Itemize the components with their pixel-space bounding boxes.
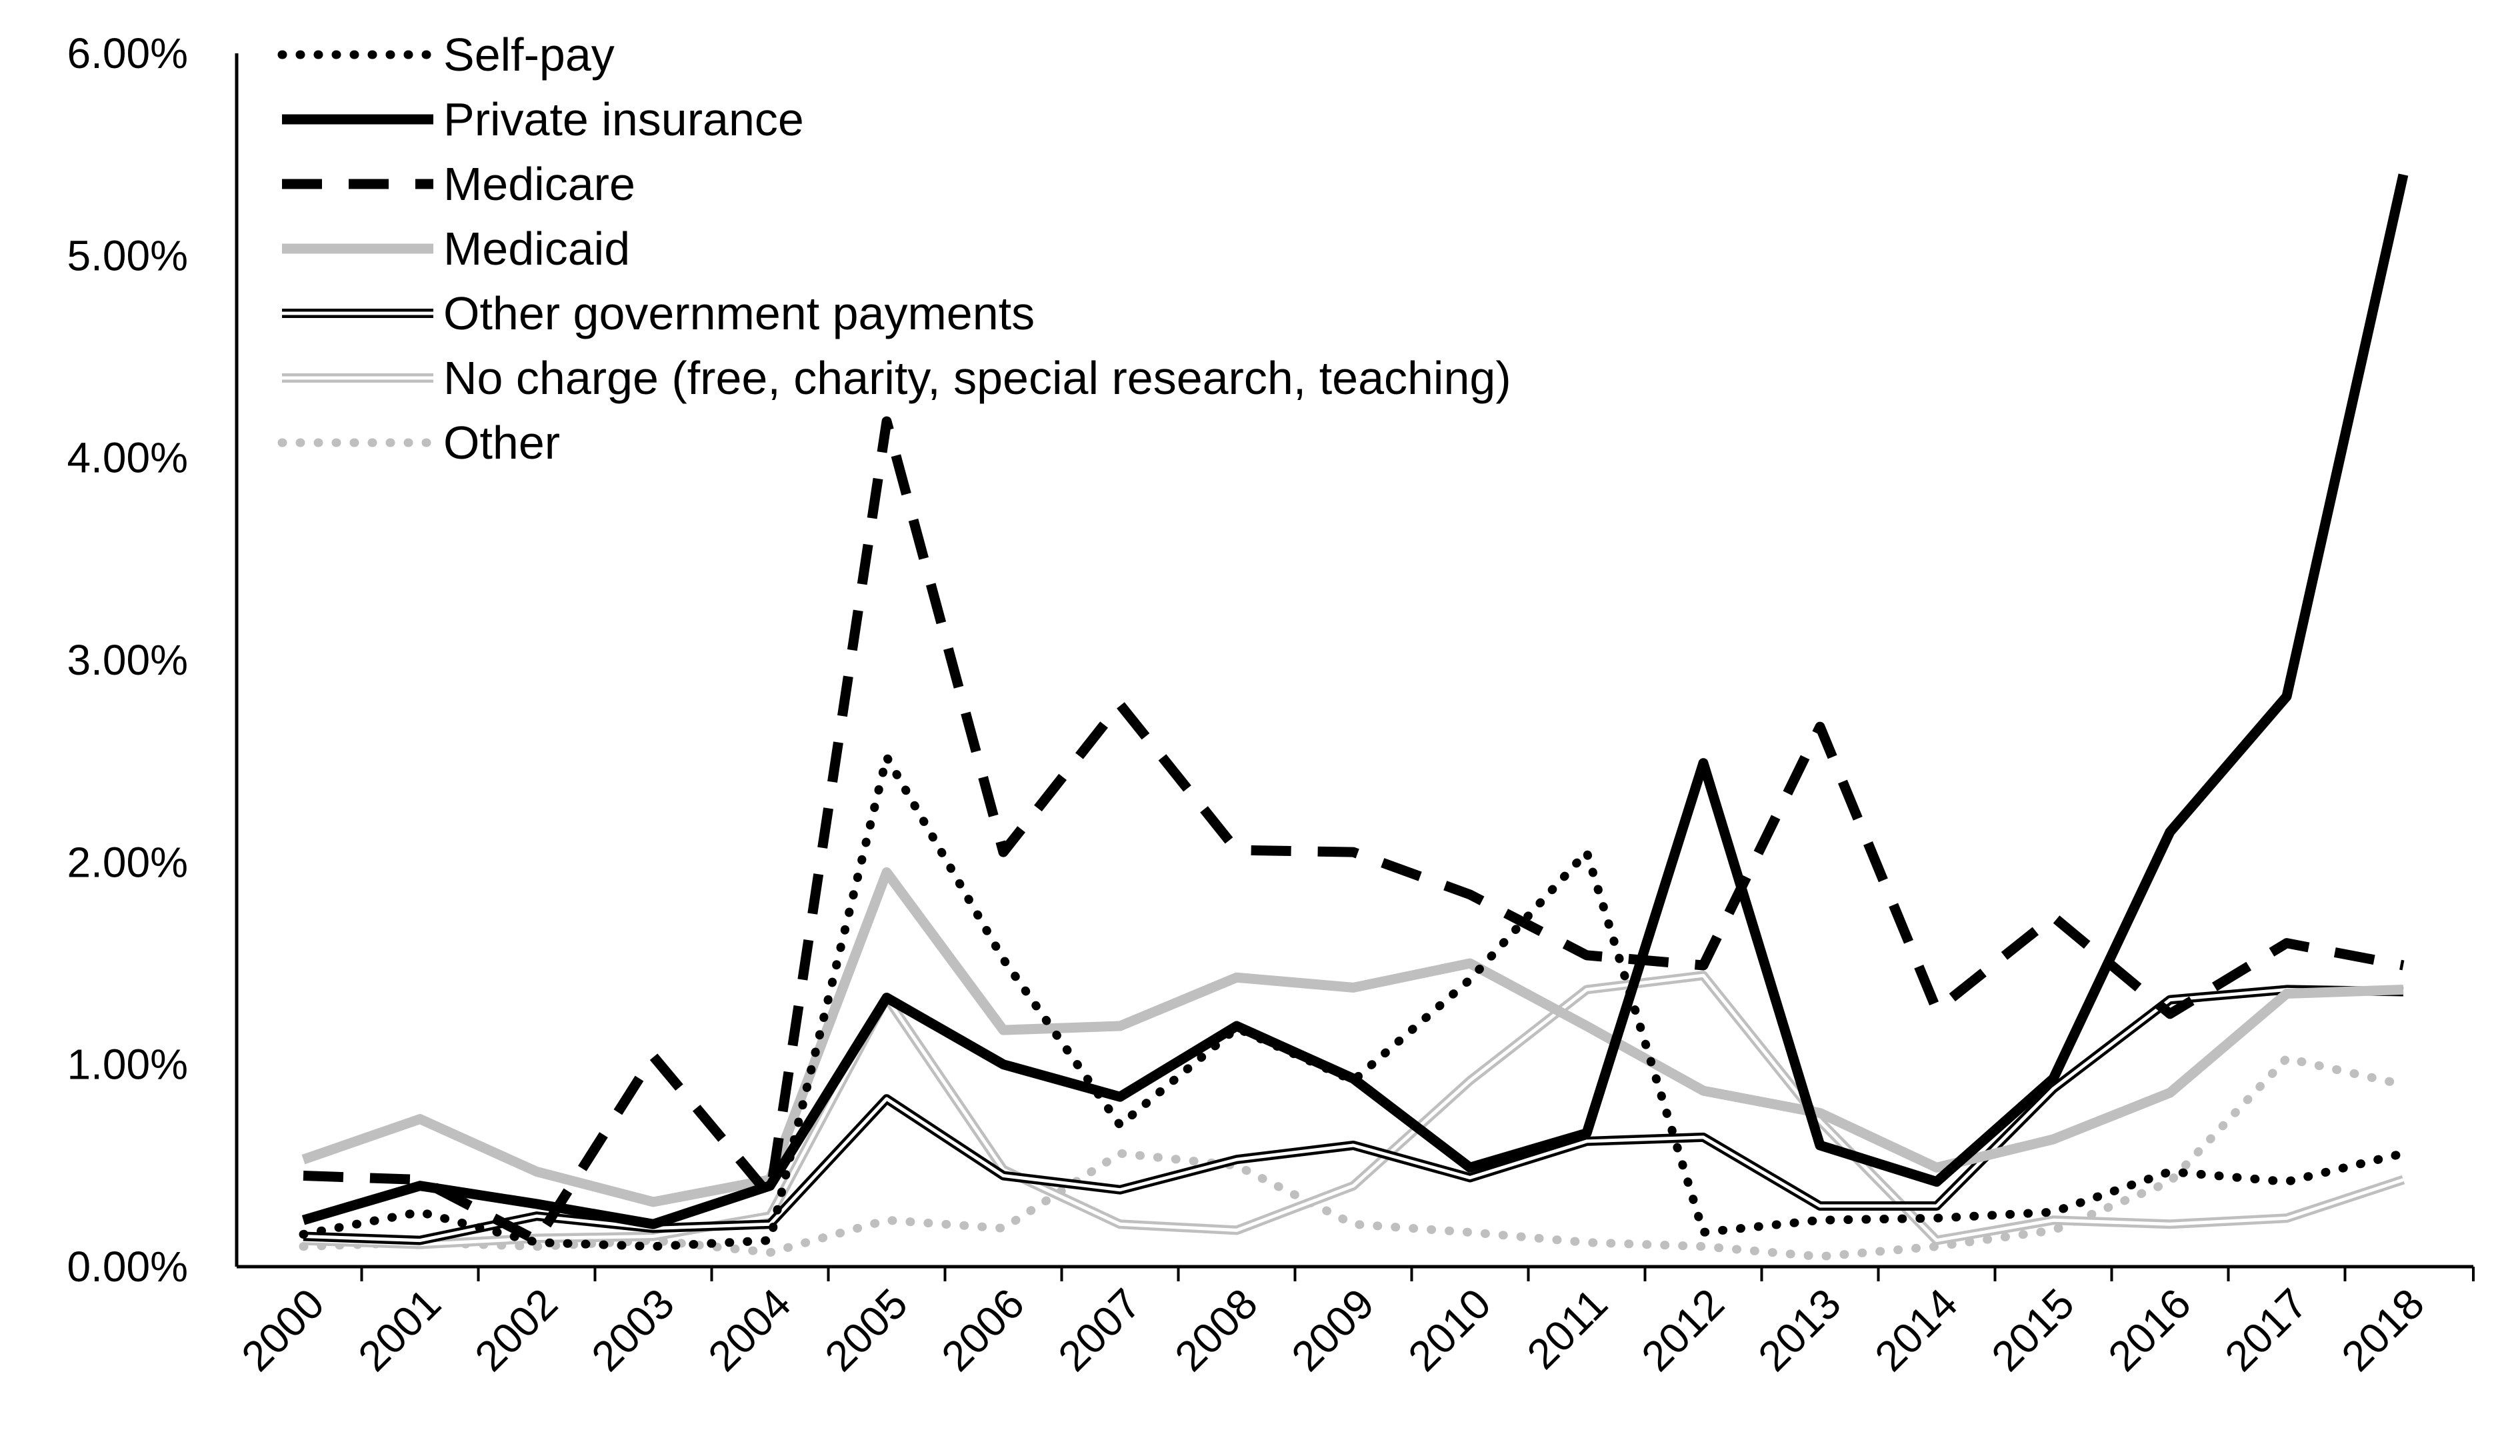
y-tick-label: 1.00% [67,1041,188,1089]
data-point [1934,1007,1939,1013]
x-tick-label: 2012 [1632,1279,1733,1381]
y-tick-label: 3.00% [67,636,188,684]
y-tick-label: 6.00% [67,29,188,77]
data-point [2401,1082,2406,1087]
data-point [1234,847,1239,853]
series-1 [301,173,2409,1229]
series-0 [299,753,2408,1251]
x-tick-label: 2017 [2215,1279,2317,1381]
series-line [303,985,2404,1245]
y-tick-label: 4.00% [67,434,188,482]
series-line [301,867,2404,1207]
x-tick-label: 2015 [1982,1279,2083,1381]
legend-label: Private insurance [443,93,804,145]
x-tick-label: 2005 [815,1279,917,1381]
x-tick-label: 2014 [1865,1279,1967,1381]
x-tick-label: 2000 [232,1279,333,1381]
legend-label: Self-pay [443,29,615,81]
series-5 [303,971,2405,1249]
series-line [301,173,2409,1229]
x-tick-label: 2002 [465,1279,567,1381]
data-point [417,1209,423,1215]
legend-label: No charge (free, charity, special resear… [443,352,1511,404]
series-2 [303,416,2405,1246]
y-tick-label: 2.00% [67,838,188,886]
x-tick-label: 2004 [699,1279,800,1381]
plot-area [299,173,2409,1261]
series-line [303,987,2404,1243]
legend-label: Other [443,417,560,469]
series-line [303,973,2404,1247]
x-tick-label: 2009 [1282,1279,1383,1381]
data-point [2051,914,2056,919]
legend-label: Medicaid [443,223,630,275]
data-point [2401,1151,2406,1156]
x-axis: 2000 2001 2002 2003 2004 2005 2006 2007 2008 2009… [232,1265,2475,1381]
x-tick-label: 2013 [1749,1279,1850,1381]
legend-item: Other government payments [282,287,1035,339]
legend-item: Private insurance [282,93,804,145]
legend-label: Medicare [443,158,635,210]
x-tick-label: 2018 [2332,1279,2433,1381]
x-tick-label: 2010 [1399,1279,1500,1381]
x-tick-label: 2016 [2099,1279,2200,1381]
legend-label: Other government payments [443,287,1035,339]
x-tick-label: 2006 [932,1279,1033,1381]
data-point [1817,1217,1823,1223]
x-tick-label: 2001 [349,1279,450,1381]
data-point [767,1193,773,1199]
legend-item: Medicaid [282,223,630,275]
y-tick-label: 5.00% [67,231,188,279]
x-tick-label: 2011 [1518,1279,1617,1378]
data-point [2051,1209,2056,1215]
x-tick-label: 2003 [582,1279,683,1381]
legend-item: No charge (free, charity, special resear… [282,352,1511,404]
legend-item: Other [277,417,560,469]
series-line [299,753,2408,1251]
series-3 [301,867,2404,1207]
y-axis: 0.00% 1.00% 2.00% 3.00% 4.00% 5.00% 6.00% [67,29,239,1291]
y-tick-label: 0.00% [67,1243,188,1291]
series-4 [303,985,2404,1245]
legend: Self-pay Private insurance Medicare Medicai… [277,29,1511,469]
series-line [303,416,2405,1246]
legend-item: Medicare [282,158,635,210]
legend-item: Self-pay [277,29,615,81]
x-tick-label: 2008 [1165,1279,1267,1381]
x-tick-label: 2007 [1049,1279,1150,1381]
